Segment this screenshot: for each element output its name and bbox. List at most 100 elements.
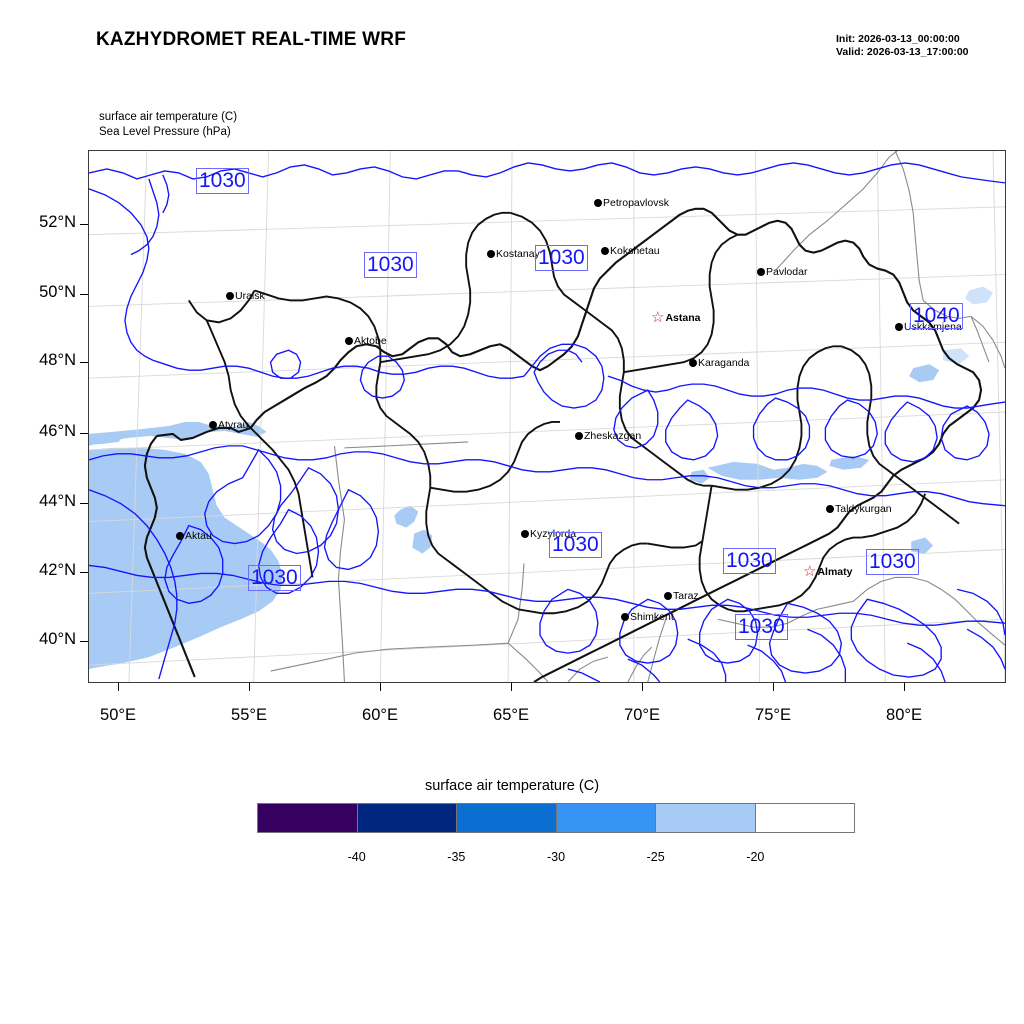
colorbar-segment-4 (655, 804, 755, 832)
city-marker-almaty[interactable]: ☆ Almaty (803, 563, 853, 580)
city-marker-astana[interactable]: ☆ Astana (651, 309, 701, 326)
isobar-label-1030-7: 1030 (866, 549, 919, 575)
colorbar-segment-3 (555, 804, 655, 832)
city-marker-aktobe[interactable]: Aktobe (345, 335, 387, 347)
lon-tick-50 (118, 683, 119, 691)
lat-tick-42 (80, 572, 88, 573)
lat-tick-50 (80, 294, 88, 295)
lat-tick-44 (80, 503, 88, 504)
city-label: Karaganda (698, 357, 750, 369)
valid-time: Valid: 2026-03-13_17:00:00 (836, 46, 969, 58)
colorbar-title: surface air temperature (C) (424, 778, 600, 794)
lat-label-42: 42°N (39, 561, 76, 579)
variable-legend: surface air temperature (C) Sea Level Pr… (99, 110, 237, 140)
lon-tick-75 (773, 683, 774, 691)
variable-pressure-label: Sea Level Pressure (hPa) (99, 126, 231, 138)
isobar-label-1030-8: 1030 (735, 614, 788, 640)
lon-label-80: 80°E (886, 706, 922, 724)
lat-label-52: 52°N (39, 213, 76, 231)
city-dot-icon (689, 359, 697, 367)
city-dot-icon (664, 592, 672, 600)
isobar-label-1030-4: 1030 (248, 565, 301, 591)
capital-star-icon: ☆ (803, 563, 817, 580)
lon-label-60: 60°E (362, 706, 398, 724)
capital-star-icon: ☆ (651, 309, 665, 326)
city-dot-icon (594, 199, 602, 207)
colorbar-segment-0 (258, 804, 357, 832)
city-dot-icon (176, 532, 184, 540)
lat-label-40: 40°N (39, 630, 76, 648)
city-label: Aktobe (354, 335, 387, 347)
isobar-label-1030-0: 1030 (196, 168, 249, 194)
colorbar-segment-1 (356, 804, 456, 832)
lat-label-48: 48°N (39, 351, 76, 369)
city-dot-icon (601, 247, 609, 255)
lon-tick-60 (380, 683, 381, 691)
city-label: Uskkamjena (904, 321, 962, 333)
lon-tick-55 (249, 683, 250, 691)
lon-label-65: 65°E (493, 706, 529, 724)
city-label: Kostanay (496, 248, 540, 260)
city-marker-pavlodar[interactable]: Pavlodar (757, 266, 807, 278)
isobar-label-1030-6: 1030 (723, 548, 776, 574)
colorbar-segment-2 (456, 804, 556, 832)
isobar-label-1030-1: 1030 (364, 252, 417, 278)
city-dot-icon (521, 530, 529, 538)
water-fill-layer (89, 286, 994, 670)
isobar-label-1030-2: 1030 (535, 245, 588, 271)
city-label: Pavlodar (766, 266, 808, 278)
page-title: KAZHYDROMET REAL-TIME WRF (96, 29, 407, 50)
colorbar[interactable] (257, 803, 855, 833)
lon-label-55: 55°E (231, 706, 267, 724)
city-marker-shimkent[interactable]: Shimkent (621, 611, 674, 623)
lon-label-70: 70°E (624, 706, 660, 724)
lat-label-46: 46°N (39, 422, 76, 440)
city-label: Petropavlovsk (603, 197, 669, 209)
city-marker-aktau[interactable]: Aktau (176, 530, 212, 542)
city-label: Astana (665, 312, 701, 324)
lat-label-50: 50°N (39, 283, 76, 301)
city-dot-icon (226, 292, 234, 300)
lat-tick-46 (80, 433, 88, 434)
variable-temperature-label: surface air temperature (C) (99, 111, 238, 123)
city-marker-kokshetau[interactable]: Kokshetau (601, 245, 660, 257)
lat-tick-40 (80, 641, 88, 642)
map-canvas[interactable] (88, 150, 1006, 683)
lon-tick-80 (904, 683, 905, 691)
colorbar-tick--40: -40 (347, 850, 366, 864)
city-dot-icon (826, 505, 834, 513)
city-label: Kokshetau (610, 245, 660, 257)
colorbar-tick--25: -25 (646, 850, 665, 864)
city-marker-kostanay[interactable]: Kostanay (487, 248, 540, 260)
lon-label-75: 75°E (755, 706, 791, 724)
isobar-label-1030-5: 1030 (549, 532, 602, 558)
lon-label-50: 50°E (100, 706, 136, 724)
lat-label-44: 44°N (39, 492, 76, 510)
city-label: Almaty (817, 566, 853, 578)
isobar-layer (89, 162, 1005, 682)
city-label: Aktau (185, 530, 212, 542)
city-label: Kyzylorda (530, 528, 577, 540)
city-label: Shimkent (630, 611, 674, 623)
city-marker-zheskazgan[interactable]: Zheskazgan (575, 430, 641, 442)
colorbar-tick--20: -20 (746, 850, 765, 864)
city-marker-taraz[interactable]: Taraz (664, 590, 699, 602)
city-marker-kyzylorda[interactable]: Kyzylorda (521, 528, 576, 540)
init-time: Init: 2026-03-13_00:00:00 (836, 33, 960, 45)
city-marker-uskkamjena[interactable]: Uskkamjena (895, 321, 962, 333)
city-marker-karaganda[interactable]: Karaganda (689, 357, 749, 369)
lon-tick-70 (642, 683, 643, 691)
city-dot-icon (895, 323, 903, 331)
city-marker-petropavlovsk[interactable]: Petropavlovsk (594, 197, 669, 209)
city-marker-uralsk[interactable]: Uralsk (226, 290, 265, 302)
city-marker-taldykurgan[interactable]: Taldykurgan (826, 503, 892, 515)
oblast-border-layer (187, 211, 960, 615)
colorbar-tick--30: -30 (546, 850, 566, 864)
map-svg (89, 151, 1005, 682)
city-dot-icon (575, 432, 583, 440)
colorbar-segment-5 (754, 804, 854, 832)
lat-tick-48 (80, 362, 88, 363)
city-dot-icon (209, 421, 217, 429)
city-marker-atyrau[interactable]: Atyrau (209, 419, 248, 431)
city-label: Taldykurgan (835, 503, 892, 515)
